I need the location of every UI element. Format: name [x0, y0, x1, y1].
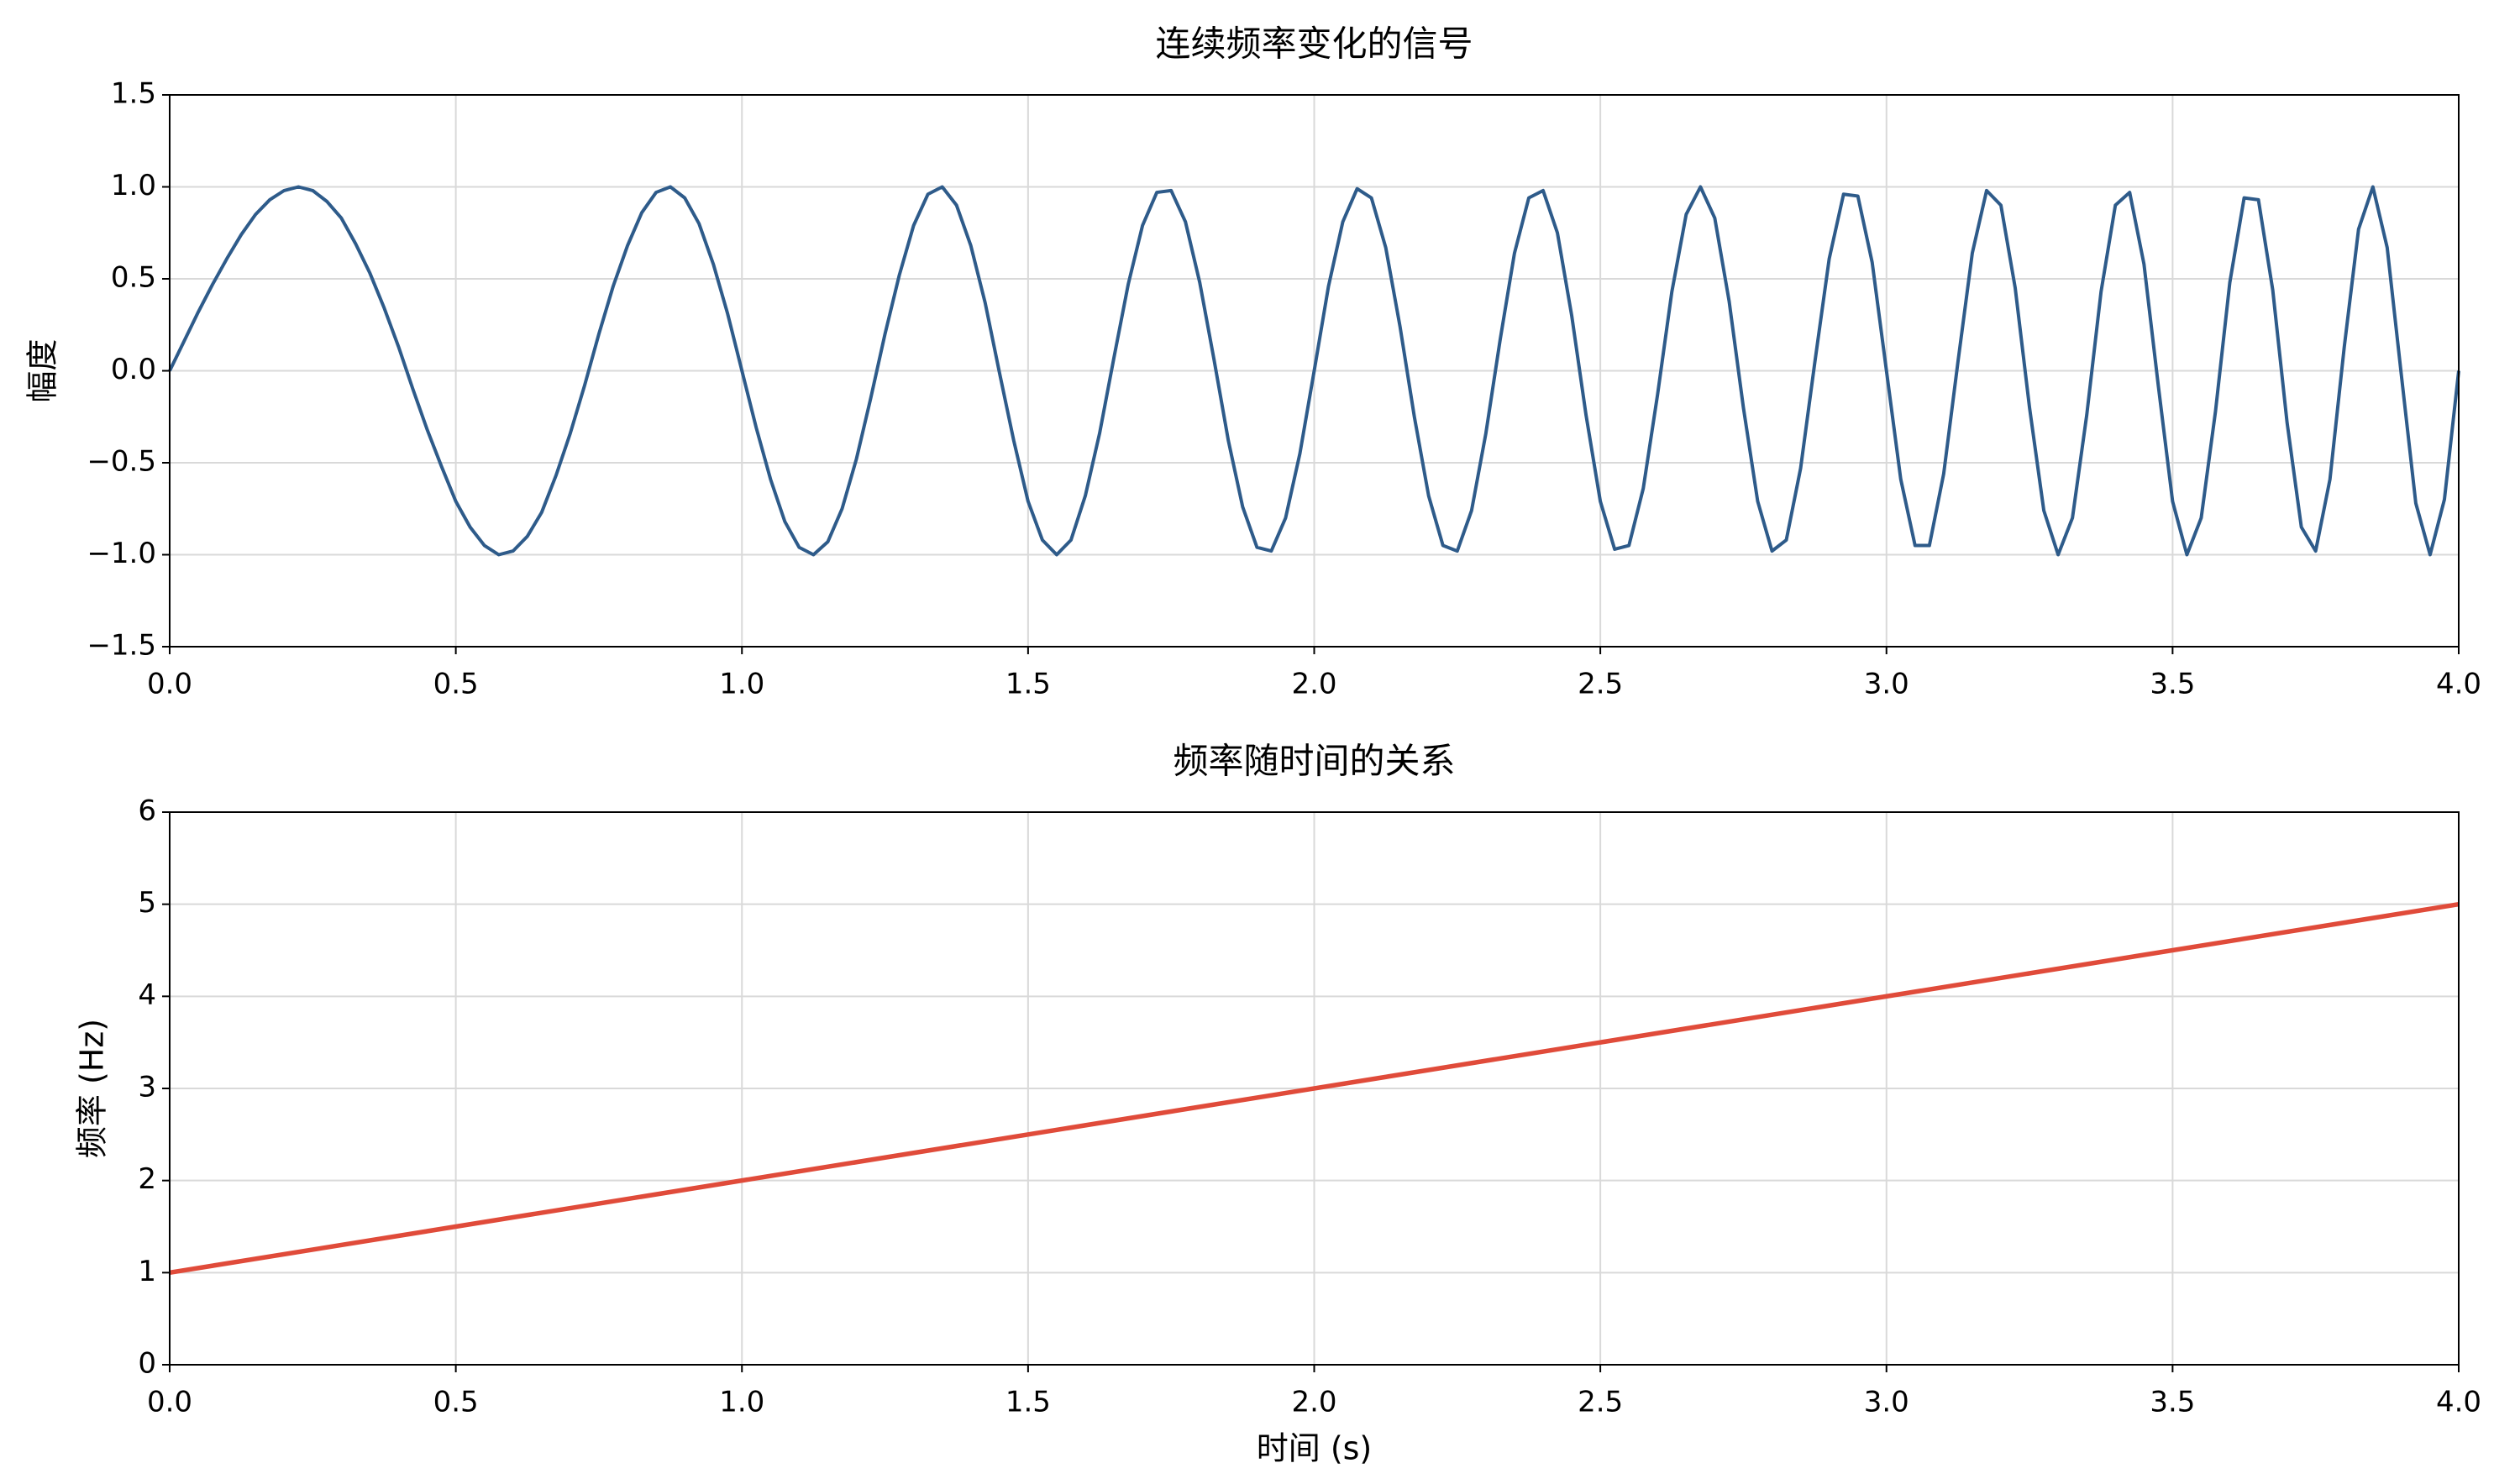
x-tick-label: 1.0: [719, 1386, 764, 1419]
y-tick-label: −0.5: [87, 445, 156, 479]
x-tick-label: 3.0: [1864, 1386, 1909, 1419]
x-tick-label: 4.0: [2436, 1386, 2481, 1419]
y-tick-label: −1.5: [87, 629, 156, 663]
y-axis-label: 频率 (Hz): [74, 1019, 111, 1158]
y-tick-label: 2: [138, 1162, 156, 1196]
y-tick-label: −1.0: [87, 537, 156, 570]
x-tick-label: 2.5: [1578, 1386, 1623, 1419]
data-line: [169, 901, 2460, 1276]
y-tick-label: 6: [138, 794, 156, 828]
x-tick-label: 0.0: [147, 668, 192, 701]
x-tick-label: 4.0: [2436, 668, 2481, 701]
y-tick-label: 0.0: [111, 353, 156, 386]
y-tick-label: 0.5: [111, 261, 156, 295]
x-tick-label: 0.5: [433, 668, 479, 701]
y-axis-label: 幅度: [24, 338, 61, 402]
x-tick-label: 1.5: [1005, 1386, 1051, 1419]
y-tick-label: 1.0: [111, 169, 156, 202]
x-axis-label: 时间 (s): [1257, 1430, 1373, 1467]
x-tick-label: 2.5: [1578, 668, 1623, 701]
chart-title: 连续频率变化的信号: [1155, 24, 1473, 65]
x-tick-label: 3.5: [2150, 668, 2195, 701]
x-tick-label: 1.0: [719, 668, 764, 701]
axes-frame: [169, 94, 2460, 648]
chart-title: 频率随时间的关系: [1173, 741, 1455, 782]
x-tick-label: 3.5: [2150, 1386, 2195, 1419]
y-tick-label: 1.5: [111, 77, 156, 111]
x-tick-label: 3.0: [1864, 668, 1909, 701]
x-tick-label: 0.5: [433, 1386, 479, 1419]
y-tick-label: 0: [138, 1347, 156, 1381]
y-tick-label: 3: [138, 1071, 156, 1104]
axes-frame: [169, 811, 2460, 1366]
x-tick-label: 0.0: [147, 1386, 192, 1419]
x-tick-label: 2.0: [1291, 1386, 1336, 1419]
y-tick-label: 5: [138, 886, 156, 920]
y-tick-label: 1: [138, 1255, 156, 1288]
data-line: [168, 185, 2460, 557]
x-tick-label: 1.5: [1005, 668, 1051, 701]
x-tick-label: 2.0: [1291, 668, 1336, 701]
y-tick-label: 4: [138, 978, 156, 1012]
